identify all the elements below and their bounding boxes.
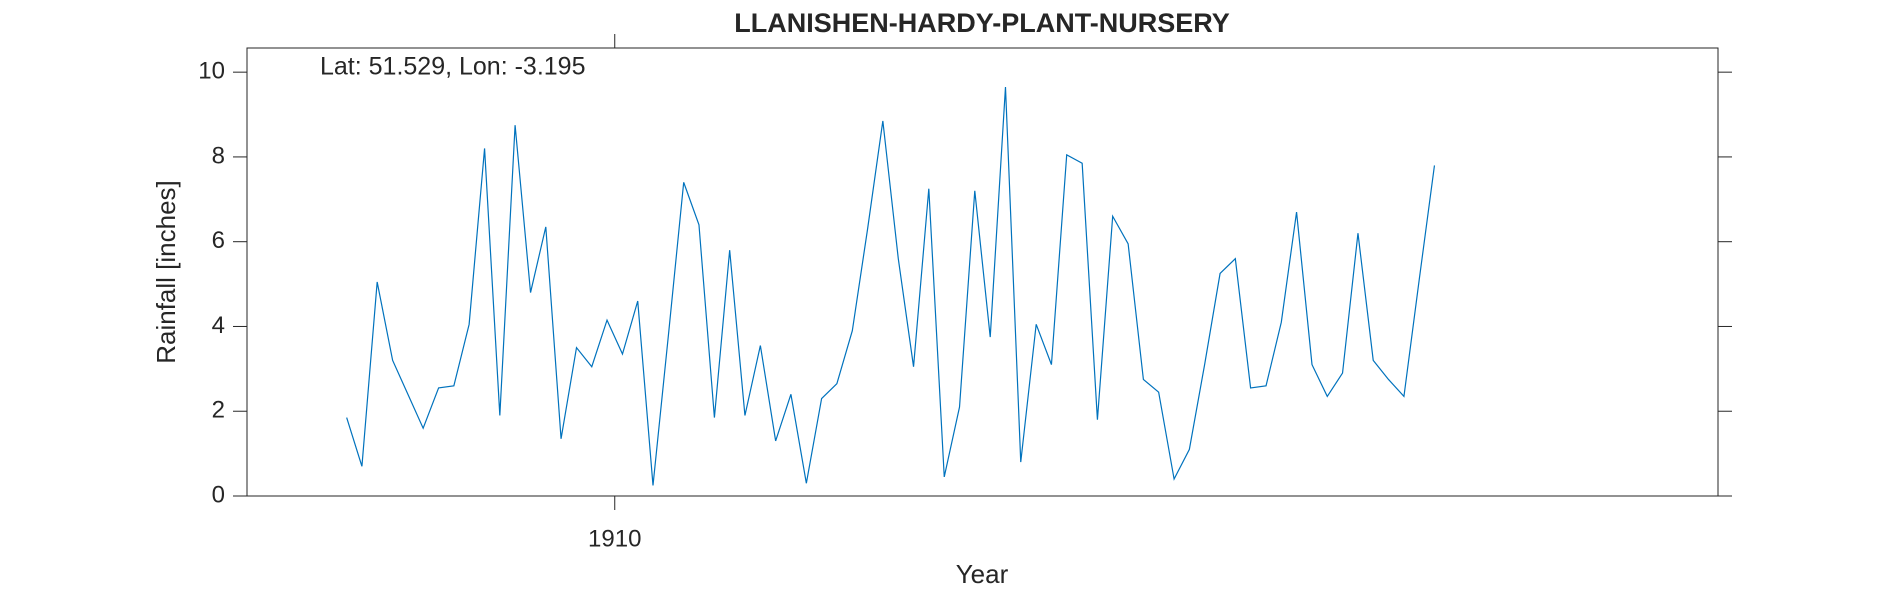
data-line	[346, 86, 1436, 486]
plot-frame	[246, 47, 1719, 497]
y-axis-label: Rainfall [inches]	[151, 180, 181, 364]
y-tick-label: 0	[212, 481, 225, 508]
y-tick-label: 10	[198, 58, 225, 85]
x-axis-label: Year	[956, 559, 1009, 589]
y-tick-label: 6	[212, 227, 225, 254]
annotation: Lat: 51.529, Lon: -3.195	[320, 53, 586, 81]
y-tick-label: 2	[212, 397, 225, 424]
chart-title: LLANISHEN-HARDY-PLANT-NURSERY	[734, 8, 1230, 38]
x-tick-label: 1910	[588, 525, 641, 552]
y-tick-label: 4	[212, 312, 225, 339]
y-tick-label: 8	[212, 142, 225, 169]
